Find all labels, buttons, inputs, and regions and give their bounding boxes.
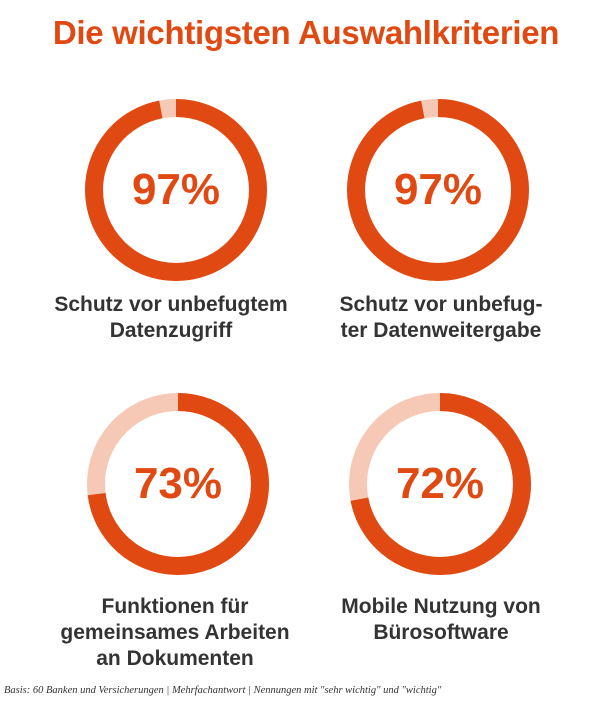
- donut-svg-1: [85, 99, 267, 281]
- donut-svg-4: [349, 393, 531, 575]
- footnote: Basis: 60 Banken und Versicherungen | Me…: [4, 685, 442, 696]
- donut-chart-3: 73%: [78, 384, 278, 584]
- donut-arc-2: [347, 99, 529, 281]
- percent-label-4: 72%: [395, 459, 485, 508]
- percent-label-2: 97%: [393, 165, 483, 214]
- criterion-label-2: Schutz vor unbefug- ter Datenweitergabe: [339, 293, 543, 342]
- donut-arc-4: [349, 393, 531, 575]
- donut-svg-2: [347, 99, 529, 281]
- donut-svg-3: [87, 393, 269, 575]
- donut-chart-2: 97%: [338, 90, 538, 290]
- donut-arc-1: [85, 99, 267, 281]
- percent-label-1: 97%: [131, 165, 221, 214]
- chart-title: Die wichtigsten Auswahlkriterien: [52, 14, 560, 51]
- criterion-label-1: Schutz vor unbefugtem Datenzugriff: [54, 293, 288, 342]
- donut-arc-3: [87, 393, 269, 575]
- percent-label-3: 73%: [133, 459, 223, 508]
- donut-chart-1: 97%: [76, 90, 276, 290]
- criterion-label-4: Mobile Nutzung von Bürosoftware: [341, 595, 541, 644]
- donut-chart-4: 72%: [340, 384, 540, 584]
- criterion-label-3: Funktionen für gemeinsames Arbeiten an D…: [60, 595, 290, 670]
